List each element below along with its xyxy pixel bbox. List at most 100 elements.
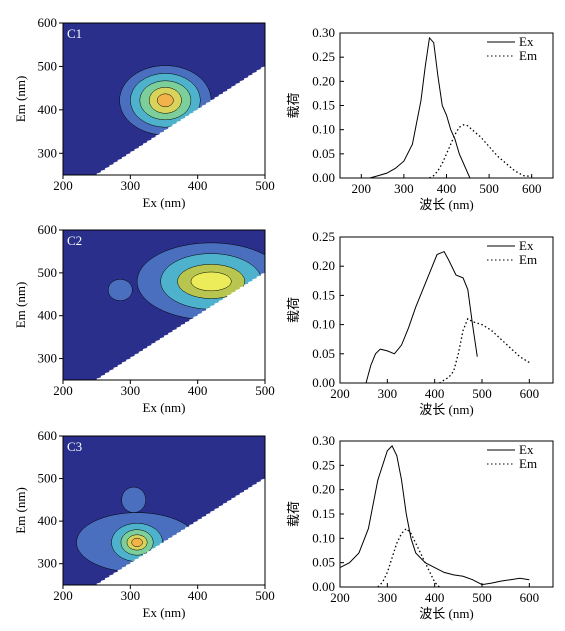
contour-level bbox=[157, 93, 174, 108]
plot-frame bbox=[62, 229, 266, 381]
y-tick-label: 400 bbox=[38, 513, 58, 528]
y-axis-label: Em (nm) bbox=[13, 487, 28, 534]
x-tick-label: 500 bbox=[472, 386, 492, 401]
y-tick-label: 0.10 bbox=[312, 122, 335, 137]
masked-region bbox=[96, 477, 265, 585]
line-panel-1: 200 300 400 500 600 0.00 0.05 0.10 0.15 0.20 0.25 0… bbox=[286, 25, 554, 212]
x-tick-label: 600 bbox=[522, 181, 542, 196]
legend-label-ex: Ex bbox=[519, 238, 534, 253]
x-tick-label: 400 bbox=[425, 386, 445, 401]
y-axis-label: 载荷 bbox=[286, 92, 301, 118]
legend-label-em: Em bbox=[519, 252, 537, 267]
x-tick-label: 500 bbox=[255, 588, 275, 603]
x-tick-label: 400 bbox=[425, 590, 445, 605]
x-tick-label: 500 bbox=[472, 590, 492, 605]
y-tick-label: 500 bbox=[38, 265, 58, 280]
x-axis-label: Ex (nm) bbox=[143, 605, 186, 620]
y-tick-label: 0.25 bbox=[312, 49, 335, 64]
x-tick-label: 200 bbox=[53, 178, 73, 193]
y-tick-label: 0.00 bbox=[312, 375, 335, 390]
y-tick-label: 600 bbox=[38, 15, 58, 30]
y-axis-label: Em (nm) bbox=[13, 76, 28, 123]
contour-level bbox=[190, 271, 232, 292]
x-tick-label: 400 bbox=[437, 181, 457, 196]
y-tick-label: 300 bbox=[38, 556, 58, 571]
y-tick-label: 0.15 bbox=[312, 287, 335, 302]
x-axis-label: 波长 (nm) bbox=[419, 197, 474, 212]
series-line-em bbox=[377, 527, 440, 588]
contour-level bbox=[131, 537, 143, 547]
y-tick-label: 500 bbox=[38, 471, 58, 486]
y-tick-label: 0.10 bbox=[312, 317, 335, 332]
y-axis-label: 载荷 bbox=[286, 297, 301, 323]
plot-frame bbox=[62, 22, 266, 176]
contour-level bbox=[121, 486, 147, 513]
x-tick-label: 500 bbox=[255, 383, 275, 398]
legend-label-em: Em bbox=[519, 48, 537, 63]
y-tick-label: 0.30 bbox=[312, 433, 335, 448]
heatmap-panel-c1: 200 300 400 500 300 400 500 600 C1 Ex (nm) Em (nm) bbox=[13, 15, 275, 210]
x-tick-label: 300 bbox=[121, 178, 141, 193]
y-tick-label: 0.25 bbox=[312, 457, 335, 472]
y-tick-label: 600 bbox=[38, 222, 58, 237]
y-tick-label: 500 bbox=[38, 58, 58, 73]
heatmap-panel-c3: 200 300 400 500 300 400 500 600 C3 Ex (nm) Em (nm) bbox=[13, 428, 275, 620]
plot-frame bbox=[62, 435, 266, 586]
x-tick-label: 200 bbox=[352, 181, 372, 196]
panel-label: C3 bbox=[67, 439, 82, 454]
x-tick-label: 500 bbox=[255, 178, 275, 193]
series-line-em bbox=[439, 317, 530, 384]
x-tick-label: 300 bbox=[394, 181, 414, 196]
x-axis-label: 波长 (nm) bbox=[419, 606, 474, 621]
y-tick-label: 0.20 bbox=[312, 482, 335, 497]
legend-label-ex: Ex bbox=[519, 442, 534, 457]
heatmap-panel-c2: 200 300 400 500 300 400 500 600 C2 Ex (nm) Em (nm) bbox=[13, 222, 275, 415]
x-tick-label: 600 bbox=[520, 590, 540, 605]
x-tick-label: 200 bbox=[53, 383, 73, 398]
x-tick-label: 300 bbox=[121, 383, 141, 398]
y-tick-label: 400 bbox=[38, 308, 58, 323]
line-panel-2: 200 300 400 500 600 0.00 0.05 0.10 0.15 0.20 0.25 E… bbox=[286, 229, 554, 417]
x-axis-label: 波长 (nm) bbox=[419, 402, 474, 417]
y-tick-label: 0.20 bbox=[312, 258, 335, 273]
panel-label: C2 bbox=[67, 233, 82, 248]
y-tick-label: 0.25 bbox=[312, 229, 335, 244]
x-tick-label: 500 bbox=[479, 181, 499, 196]
x-tick-label: 200 bbox=[330, 386, 350, 401]
y-tick-label: 0.00 bbox=[312, 170, 335, 185]
y-tick-label: 0.15 bbox=[312, 98, 335, 113]
series-line-em bbox=[429, 124, 532, 179]
x-axis-label: Ex (nm) bbox=[143, 195, 186, 210]
y-tick-label: 0.15 bbox=[312, 506, 335, 521]
plot-frame bbox=[339, 236, 554, 384]
y-tick-label: 300 bbox=[38, 351, 58, 366]
x-tick-label: 300 bbox=[121, 588, 141, 603]
y-tick-label: 0.05 bbox=[312, 346, 335, 361]
legend-label-ex: Ex bbox=[519, 34, 534, 49]
y-tick-label: 0.05 bbox=[312, 146, 335, 161]
y-tick-label: 300 bbox=[38, 145, 58, 160]
y-axis-label: Em (nm) bbox=[13, 282, 28, 329]
y-tick-label: 0.30 bbox=[312, 25, 335, 40]
x-tick-label: 600 bbox=[520, 386, 540, 401]
panel-label: C1 bbox=[67, 26, 82, 41]
line-panel-3: 200 300 400 500 600 0.00 0.05 0.10 0.15 0.20 0.25 0… bbox=[286, 433, 554, 621]
series-line-ex bbox=[339, 445, 530, 586]
x-tick-label: 200 bbox=[53, 588, 73, 603]
y-tick-label: 0.10 bbox=[312, 530, 335, 545]
y-tick-label: 400 bbox=[38, 102, 58, 117]
y-axis-label: 载荷 bbox=[286, 501, 301, 527]
x-tick-label: 200 bbox=[330, 590, 350, 605]
series-line-ex bbox=[369, 36, 471, 179]
x-tick-label: 400 bbox=[188, 588, 208, 603]
x-tick-label: 300 bbox=[378, 590, 398, 605]
series-line-ex bbox=[365, 250, 478, 384]
y-tick-label: 0.05 bbox=[312, 555, 335, 570]
y-tick-label: 0.20 bbox=[312, 73, 335, 88]
legend-label-em: Em bbox=[519, 456, 537, 471]
x-tick-label: 300 bbox=[378, 386, 398, 401]
x-tick-label: 400 bbox=[188, 178, 208, 193]
